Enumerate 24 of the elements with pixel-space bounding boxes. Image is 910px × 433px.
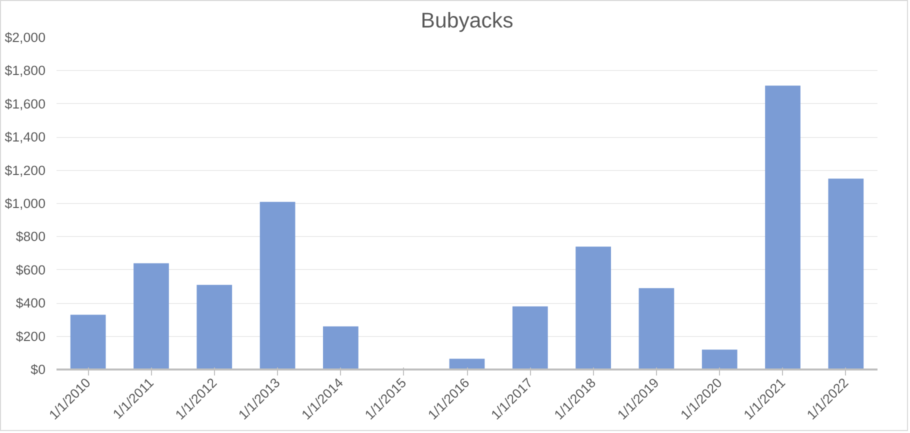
bar	[765, 86, 800, 370]
y-tick-label: $1,200	[4, 162, 46, 178]
bar	[260, 202, 296, 370]
bar	[196, 284, 232, 370]
y-tick-label: $400	[16, 296, 46, 311]
y-tick-label: $1,000	[4, 196, 46, 211]
chart-title: Bubyacks	[420, 8, 514, 32]
bar	[638, 288, 674, 370]
y-tick-label: $200	[16, 328, 46, 344]
bar	[449, 358, 485, 370]
y-tick-label: $800	[16, 229, 46, 244]
bar	[134, 263, 169, 370]
y-tick-label: $2,000	[4, 30, 46, 45]
bar	[323, 326, 358, 370]
y-tick-label: $600	[16, 262, 46, 278]
bar	[512, 306, 548, 370]
y-tick-label: $1,800	[4, 63, 46, 78]
bar	[70, 314, 106, 370]
bar	[576, 246, 611, 370]
y-tick-label: $1,600	[4, 96, 46, 112]
bar	[702, 350, 738, 370]
bar	[828, 178, 864, 370]
y-tick-label: $0	[30, 362, 46, 377]
y-tick-label: $1,400	[4, 130, 46, 145]
